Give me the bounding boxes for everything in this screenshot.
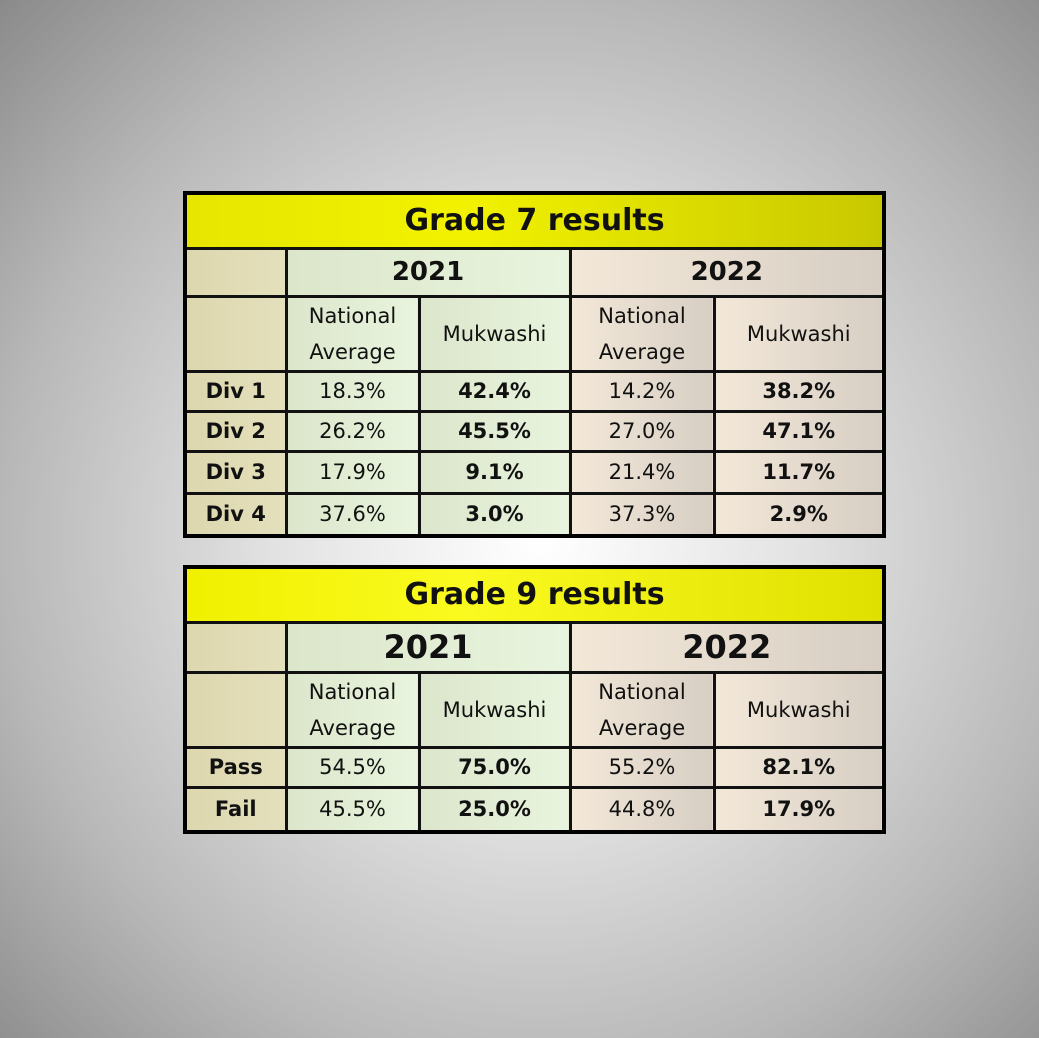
empty-cell xyxy=(183,246,288,298)
value-cell: 21.4% xyxy=(568,449,716,495)
table-row: Div 4 37.6% 3.0% 37.3% 2.9% xyxy=(183,491,886,538)
row-label: Div 1 xyxy=(183,369,288,413)
results-table: Grade 9 results 2021 2022 National Average M… xyxy=(183,565,887,834)
value-cell: 25.0% xyxy=(417,785,572,834)
value-cell: 44.8% xyxy=(568,785,716,834)
year-header: 2022 xyxy=(568,620,886,674)
year-header: 2022 xyxy=(568,246,886,298)
column-header: National Average xyxy=(568,294,716,373)
value-cell: 42.4% xyxy=(417,369,572,413)
value-cell: 37.3% xyxy=(568,491,716,538)
year-header: 2021 xyxy=(284,246,572,298)
row-label: Pass xyxy=(183,745,288,789)
empty-cell xyxy=(183,620,288,674)
empty-cell xyxy=(183,670,288,749)
column-header: Mukwashi xyxy=(417,670,572,749)
table-title: Grade 7 results xyxy=(183,191,886,250)
results-table: Grade 7 results 2021 2022 National Average M… xyxy=(183,191,887,538)
column-header: National Average xyxy=(284,670,421,749)
table-title: Grade 9 results xyxy=(183,565,886,624)
column-header: National Average xyxy=(284,294,421,373)
value-cell: 26.2% xyxy=(284,409,421,453)
value-cell: 17.9% xyxy=(712,785,886,834)
value-cell: 55.2% xyxy=(568,745,716,789)
table-row: Div 1 18.3% 42.4% 14.2% 38.2% xyxy=(183,369,886,413)
value-cell: 38.2% xyxy=(712,369,886,413)
value-cell: 11.7% xyxy=(712,449,886,495)
value-cell: 47.1% xyxy=(712,409,886,453)
table-row: Pass 54.5% 75.0% 55.2% 82.1% xyxy=(183,745,886,789)
year-header: 2021 xyxy=(284,620,572,674)
value-cell: 75.0% xyxy=(417,745,572,789)
value-cell: 2.9% xyxy=(712,491,886,538)
value-cell: 45.5% xyxy=(284,785,421,834)
value-cell: 14.2% xyxy=(568,369,716,413)
table-row: Div 2 26.2% 45.5% 27.0% 47.1% xyxy=(183,409,886,453)
table-row: Fail 45.5% 25.0% 44.8% 17.9% xyxy=(183,785,886,834)
value-cell: 82.1% xyxy=(712,745,886,789)
table-row: Grade 9 results xyxy=(183,565,886,624)
table-row: 2021 2022 xyxy=(183,246,886,298)
table-row: National Average Mukwashi National Average… xyxy=(183,294,886,373)
row-label: Fail xyxy=(183,785,288,834)
row-label: Div 3 xyxy=(183,449,288,495)
value-cell: 37.6% xyxy=(284,491,421,538)
column-header: Mukwashi xyxy=(417,294,572,373)
column-header: Mukwashi xyxy=(712,670,886,749)
table-row: Grade 7 results xyxy=(183,191,886,250)
column-header: National Average xyxy=(568,670,716,749)
row-label: Div 2 xyxy=(183,409,288,453)
column-header: Mukwashi xyxy=(712,294,886,373)
value-cell: 17.9% xyxy=(284,449,421,495)
value-cell: 3.0% xyxy=(417,491,572,538)
value-cell: 54.5% xyxy=(284,745,421,789)
value-cell: 27.0% xyxy=(568,409,716,453)
value-cell: 9.1% xyxy=(417,449,572,495)
table-row: National Average Mukwashi National Average… xyxy=(183,670,886,749)
table-row: Div 3 17.9% 9.1% 21.4% 11.7% xyxy=(183,449,886,495)
row-label: Div 4 xyxy=(183,491,288,538)
empty-cell xyxy=(183,294,288,373)
value-cell: 18.3% xyxy=(284,369,421,413)
table-row: 2021 2022 xyxy=(183,620,886,674)
value-cell: 45.5% xyxy=(417,409,572,453)
